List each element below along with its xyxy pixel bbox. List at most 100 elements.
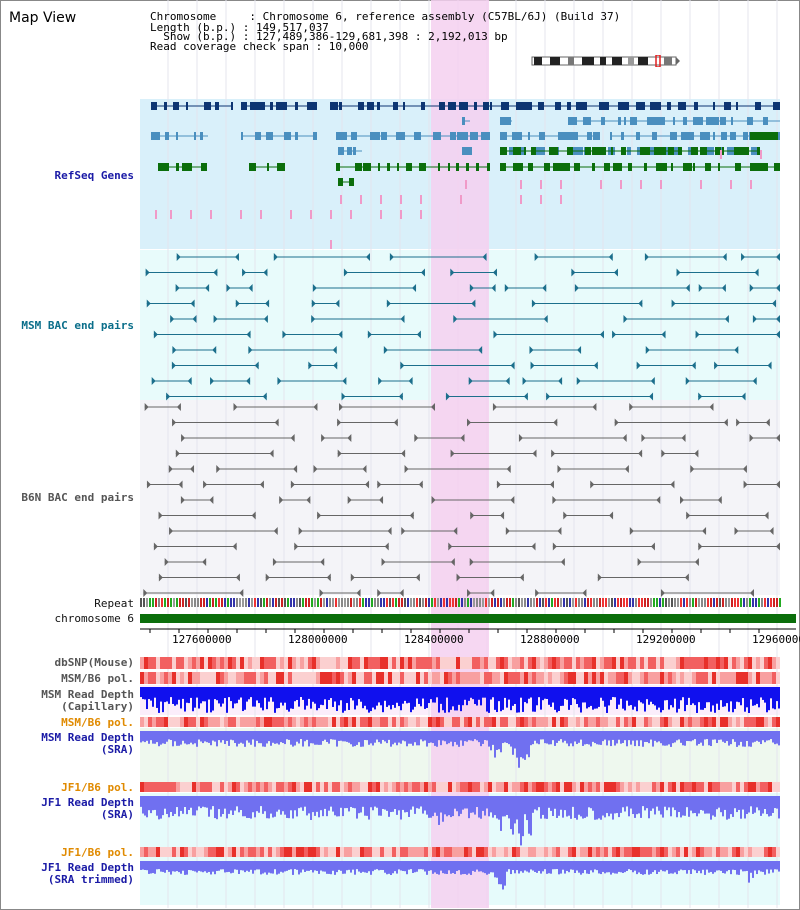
read-depth-bar bbox=[556, 861, 558, 870]
repeat-segment bbox=[560, 598, 562, 607]
variant-density-cell bbox=[212, 717, 216, 727]
read-depth-bar bbox=[582, 796, 584, 819]
bac-end-marker bbox=[767, 361, 772, 370]
variant-density-cell bbox=[356, 847, 360, 857]
read-depth-bar bbox=[756, 861, 758, 875]
repeat-segment bbox=[653, 598, 655, 607]
variant-density-cell bbox=[596, 672, 600, 684]
variant-density-cell bbox=[596, 782, 600, 792]
read-depth-bar bbox=[488, 861, 490, 874]
variant-density-cell bbox=[460, 672, 464, 684]
repeat-segment bbox=[176, 598, 178, 607]
read-depth-bar bbox=[308, 687, 310, 699]
read-depth-bar bbox=[474, 861, 476, 872]
read-depth-bar bbox=[724, 796, 726, 810]
variant-density-cell bbox=[188, 782, 192, 792]
read-depth-bar bbox=[568, 796, 570, 816]
variant-density-cell bbox=[472, 782, 476, 792]
variant-density-cell bbox=[364, 672, 368, 684]
bac-end-marker bbox=[698, 542, 703, 551]
read-depth-bar bbox=[584, 731, 586, 745]
gene-exon bbox=[336, 132, 347, 140]
read-depth-bar bbox=[544, 861, 546, 870]
read-depth-bar bbox=[438, 796, 440, 825]
variant-density-cell bbox=[420, 782, 424, 792]
variant-density-cell bbox=[348, 717, 352, 727]
variant-density-cell bbox=[456, 847, 460, 857]
read-depth-bar bbox=[696, 861, 698, 874]
read-depth-bar bbox=[510, 796, 512, 830]
read-depth-bar bbox=[708, 687, 710, 703]
read-depth-bar bbox=[334, 687, 336, 702]
variant-density-cell bbox=[736, 657, 740, 669]
read-depth-bar bbox=[374, 687, 376, 710]
variant-density-cell bbox=[208, 782, 212, 792]
gene-exon bbox=[381, 132, 387, 140]
read-depth-bar bbox=[384, 687, 386, 701]
read-depth-bar bbox=[342, 687, 344, 713]
repeat-segment bbox=[332, 598, 334, 607]
bac-end-marker bbox=[684, 573, 689, 582]
variant-density-cell bbox=[576, 782, 580, 792]
read-depth-bar bbox=[602, 861, 604, 872]
variant-density-cell bbox=[660, 782, 664, 792]
repeat-segment bbox=[656, 598, 658, 607]
read-depth-bar bbox=[482, 687, 484, 698]
read-depth-bar bbox=[368, 687, 370, 713]
read-depth-bar bbox=[764, 731, 766, 743]
msm-b6-pol-sra-label: MSM/B6 pol. bbox=[61, 716, 134, 729]
variant-density-cell bbox=[196, 717, 200, 727]
variant-density-cell bbox=[680, 717, 684, 727]
variant-density-cell bbox=[512, 717, 516, 727]
read-depth-bar bbox=[288, 796, 290, 819]
variant-density-cell bbox=[184, 717, 188, 727]
read-depth-bar bbox=[668, 861, 670, 874]
read-depth-bar bbox=[406, 731, 408, 747]
bac-end-marker bbox=[386, 299, 391, 308]
read-depth-bar bbox=[718, 796, 720, 808]
read-depth-bar bbox=[672, 796, 674, 808]
bac-end-marker bbox=[742, 465, 747, 473]
read-depth-bar bbox=[526, 687, 528, 704]
variant-density-cell bbox=[360, 657, 364, 669]
chromosome-ideogram[interactable] bbox=[530, 52, 680, 68]
variant-density-cell bbox=[424, 672, 428, 684]
gene-exon bbox=[730, 132, 736, 140]
gene-exon bbox=[650, 102, 657, 110]
repeat-segment bbox=[563, 598, 565, 607]
read-depth-bar bbox=[210, 687, 212, 713]
read-depth-bar bbox=[486, 687, 488, 712]
gene-exon bbox=[330, 102, 338, 110]
bac-end-marker bbox=[552, 496, 557, 504]
variant-density-cell bbox=[752, 672, 756, 684]
jf1-sra-trimmed-sublabel: (SRA trimmed) bbox=[47, 873, 134, 886]
variant-density-cell bbox=[696, 847, 700, 857]
read-depth-bar bbox=[312, 687, 314, 702]
variant-density-cell bbox=[392, 657, 396, 669]
read-depth-bar bbox=[346, 861, 348, 871]
read-depth-bar bbox=[302, 796, 304, 811]
read-depth-bar bbox=[226, 796, 228, 819]
repeat-segment bbox=[173, 598, 175, 607]
read-depth-bar bbox=[140, 687, 142, 698]
variant-density-cell bbox=[176, 657, 180, 669]
read-depth-bar bbox=[396, 731, 398, 746]
gene-marker bbox=[560, 195, 562, 204]
read-depth-bar bbox=[678, 731, 680, 740]
read-depth-bar bbox=[388, 861, 390, 874]
read-depth-bar bbox=[174, 687, 176, 706]
variant-density-cell bbox=[284, 782, 288, 792]
variant-density-cell bbox=[312, 782, 316, 792]
read-depth-bar bbox=[152, 861, 154, 874]
gene-exon bbox=[602, 147, 606, 155]
variant-density-cell bbox=[568, 672, 572, 684]
variant-density-cell bbox=[496, 672, 500, 684]
read-depth-bar bbox=[364, 731, 366, 741]
gene-exon bbox=[636, 102, 645, 110]
variant-density-cell bbox=[504, 847, 508, 857]
gene-exon bbox=[462, 117, 465, 125]
bac-end-marker bbox=[312, 284, 317, 292]
read-depth-bar bbox=[448, 861, 450, 871]
bac-end-marker bbox=[326, 573, 331, 582]
